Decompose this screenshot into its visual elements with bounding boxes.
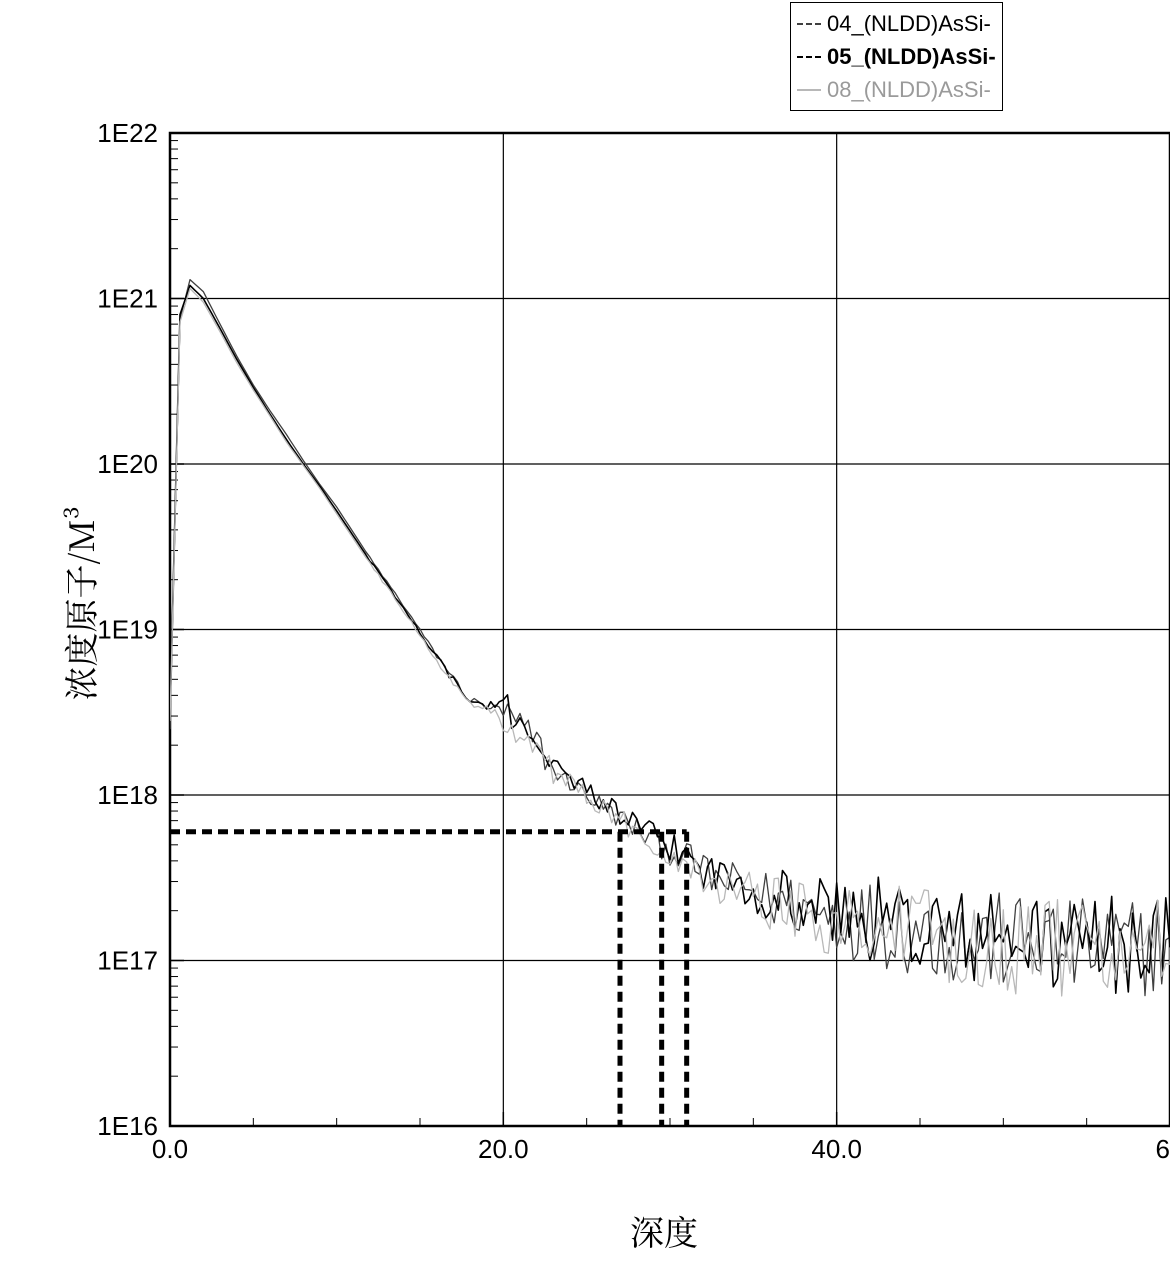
y-tick-label: 1E16 [97,1111,158,1141]
figure-container: 0.020.040.061E161E171E181E191E201E211E22… [0,0,1170,1264]
legend-swatch [797,89,821,91]
chart-svg: 0.020.040.061E161E171E181E191E201E211E22 [0,0,1170,1264]
legend-item-2: 08_(NLDD)AsSi- [797,73,996,106]
x-tick-label: 6 [1156,1134,1170,1164]
legend-box: 04_(NLDD)AsSi-05_(NLDD)AsSi-08_(NLDD)AsS… [790,2,1003,111]
legend-item-0: 04_(NLDD)AsSi- [797,7,996,40]
x-axis-label: 深度 [630,1206,698,1255]
x-tick-label: 20.0 [478,1134,529,1164]
series-2 [170,289,1170,997]
y-tick-label: 1E17 [97,946,158,976]
y-tick-label: 1E18 [97,780,158,810]
y-tick-label: 1E20 [97,449,158,479]
y-axis-label: 浓度原子/M³ [55,660,104,700]
y-tick-label: 1E22 [97,118,158,148]
series-0 [170,280,1170,996]
legend-swatch [797,23,821,25]
legend-item-1: 05_(NLDD)AsSi- [797,40,996,73]
legend-swatch [797,56,821,58]
series-1 [170,285,1170,993]
y-tick-label: 1E21 [97,284,158,314]
legend-label: 08_(NLDD)AsSi- [827,73,991,106]
y-tick-label: 1E19 [97,615,158,645]
legend-label: 05_(NLDD)AsSi- [827,40,996,73]
x-tick-label: 40.0 [811,1134,862,1164]
legend-label: 04_(NLDD)AsSi- [827,7,991,40]
